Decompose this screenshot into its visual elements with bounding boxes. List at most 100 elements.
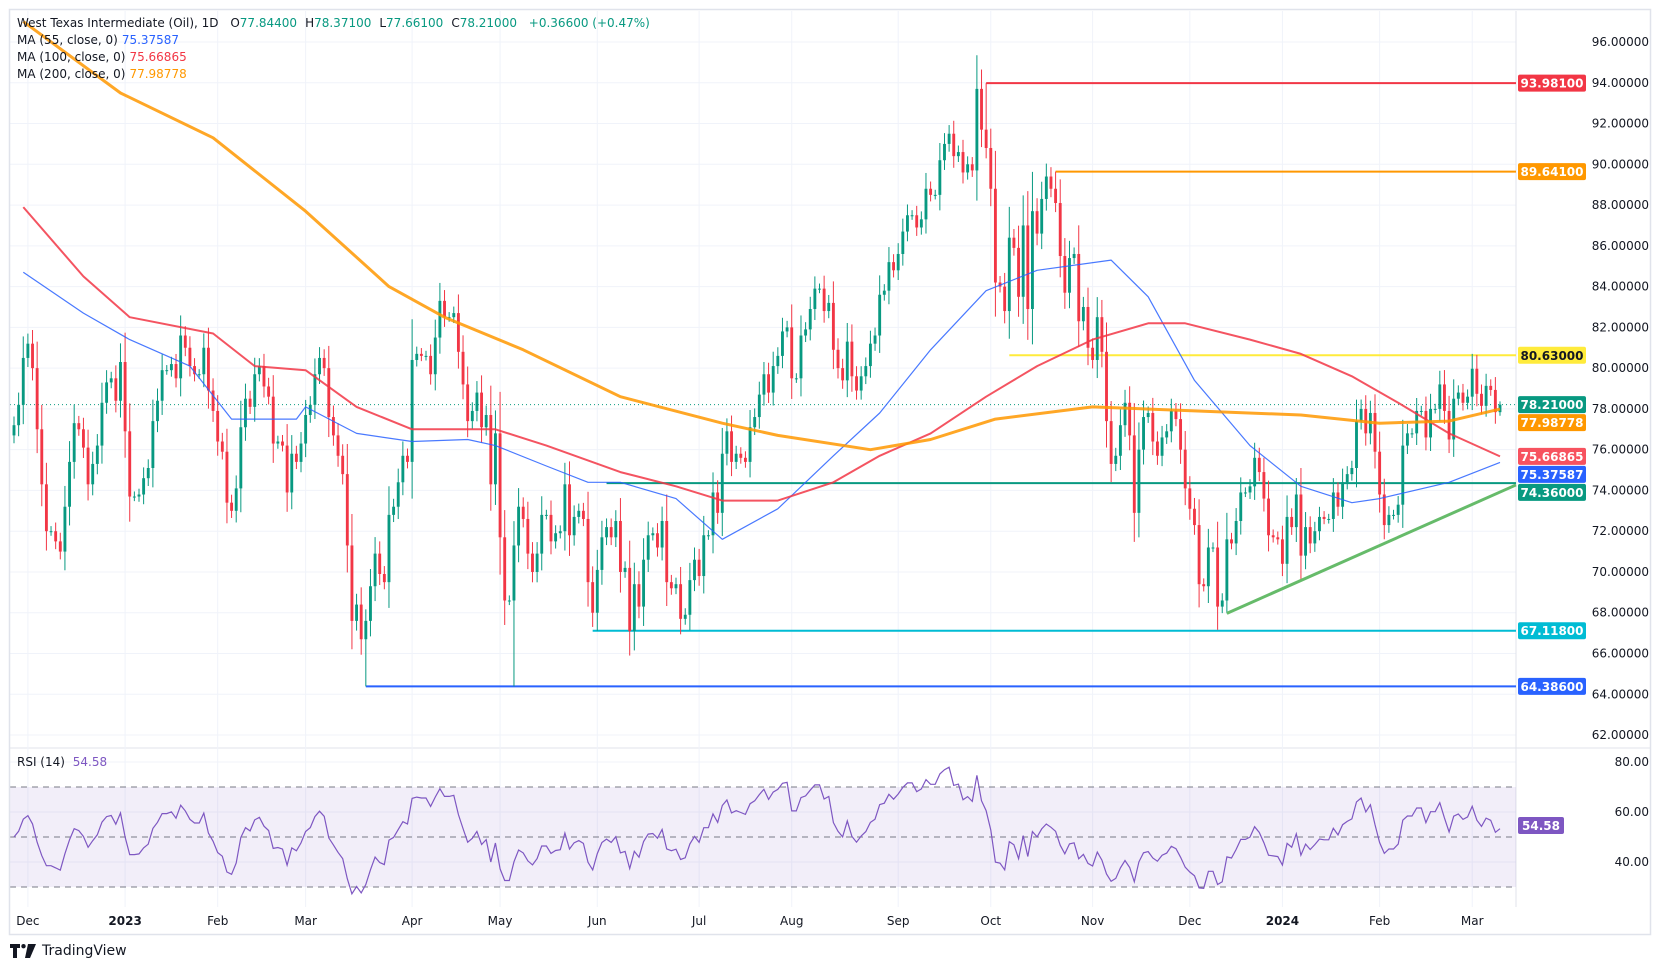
candle xyxy=(1456,385,1460,406)
time-axis[interactable]: Dec 2023 Feb Mar Apr May Jun Jul Aug Sep Oct Nov Dec… xyxy=(16,914,1483,928)
candle xyxy=(281,434,284,452)
indicator-row[interactable]: MA (200, close, 0) 77.98778 xyxy=(17,66,650,83)
candle xyxy=(720,427,724,537)
candle xyxy=(350,513,354,650)
candle-body xyxy=(1091,347,1095,360)
candle-body xyxy=(716,492,720,513)
candle xyxy=(1086,287,1090,366)
candle-body xyxy=(299,443,303,462)
candle xyxy=(91,451,95,496)
candle-body xyxy=(77,423,81,430)
candle-body xyxy=(480,392,483,428)
candle xyxy=(776,347,780,374)
price-badge: 89.64100 xyxy=(1518,163,1586,181)
candle xyxy=(947,125,951,152)
candle xyxy=(1484,373,1488,417)
price-tick-label: 64.00000 xyxy=(1592,687,1649,701)
time-tick-label: Mar xyxy=(294,914,317,928)
candle-body xyxy=(767,374,771,393)
candle xyxy=(364,609,368,687)
price-badges: 93.98100 89.64100 80.63000 78.21000 77.98778… xyxy=(1518,74,1586,835)
candle-body xyxy=(461,351,465,385)
price-badge-label: 75.37587 xyxy=(1520,468,1583,482)
candle-body xyxy=(1137,449,1141,513)
candle-body xyxy=(535,553,539,572)
candle xyxy=(1401,419,1405,528)
candle xyxy=(822,275,826,323)
candle xyxy=(906,204,909,242)
candle-body xyxy=(489,415,493,485)
time-tick-label: Feb xyxy=(1369,914,1390,928)
candle-body xyxy=(327,368,331,418)
candle-body xyxy=(1355,421,1358,469)
candle xyxy=(49,526,53,536)
price-badge-bg xyxy=(1518,163,1586,181)
candle xyxy=(1410,428,1414,438)
candle xyxy=(1132,403,1136,542)
candle xyxy=(1035,198,1039,246)
candle-body xyxy=(1392,514,1395,516)
candle xyxy=(660,506,664,561)
candle-body xyxy=(1405,433,1409,446)
candle-body xyxy=(58,541,62,552)
rsi-label[interactable]: RSI (14) xyxy=(17,755,65,769)
candle-body xyxy=(1350,468,1354,475)
tradingview-brand[interactable]: TradingView xyxy=(10,943,127,959)
candle xyxy=(568,461,571,556)
price-tick-label: 84.00000 xyxy=(1592,280,1649,294)
candle xyxy=(1091,338,1095,369)
candle-body xyxy=(406,455,409,462)
indicator-row[interactable]: MA (100, close, 0) 75.66865 xyxy=(17,49,650,66)
candle-body xyxy=(35,368,39,430)
candle-body xyxy=(54,531,58,542)
candle-body xyxy=(1165,431,1169,438)
candle xyxy=(438,282,442,354)
symbol-title[interactable]: West Texas Intermediate (Oil), 1D xyxy=(17,16,219,30)
candle xyxy=(31,330,34,381)
candle xyxy=(68,441,71,526)
support-trendline xyxy=(1226,483,1517,615)
price-badge: 64.38600 xyxy=(1518,677,1586,695)
candle xyxy=(1142,400,1145,465)
candle xyxy=(1294,477,1298,542)
candle-body xyxy=(989,147,993,189)
candle-body xyxy=(114,378,118,401)
candle-body xyxy=(1475,368,1479,394)
candle xyxy=(1105,322,1108,448)
candle xyxy=(1345,466,1349,490)
indicator-row[interactable]: MA (55, close, 0) 75.37587 xyxy=(17,32,650,49)
candle xyxy=(993,150,997,317)
candle-body xyxy=(1142,417,1145,450)
ohlc-value: 78.21000 xyxy=(459,16,517,30)
candle-body xyxy=(1146,412,1150,418)
indicator-label: MA (55, close, 0) xyxy=(17,33,118,47)
candle-body xyxy=(591,582,595,613)
price-axis[interactable]: 96.00000 94.00000 92.00000 90.00000 88.00000… xyxy=(1592,35,1649,869)
candle-body xyxy=(1419,410,1423,412)
candle-body xyxy=(665,521,669,583)
candle xyxy=(762,362,766,406)
candle xyxy=(688,562,692,631)
candle-body xyxy=(1128,402,1132,436)
candle-body xyxy=(1220,600,1224,607)
candle-body xyxy=(619,521,622,572)
candle-body xyxy=(82,429,85,448)
candle-body xyxy=(1378,451,1382,495)
candle xyxy=(637,571,641,619)
candle-body xyxy=(1410,433,1414,435)
candle xyxy=(1493,377,1497,424)
candle xyxy=(1392,509,1395,520)
candle-body xyxy=(933,194,937,196)
candle xyxy=(415,346,419,367)
candle-body xyxy=(924,188,928,220)
ohlc-value: 77.84400 xyxy=(239,16,298,30)
candle xyxy=(572,505,576,546)
candle xyxy=(63,485,67,571)
candle-body xyxy=(1373,412,1377,452)
candle-body xyxy=(206,347,210,391)
candle-body xyxy=(669,582,673,589)
candle xyxy=(1137,422,1141,538)
candle xyxy=(1123,389,1127,437)
candle-body xyxy=(257,366,261,375)
